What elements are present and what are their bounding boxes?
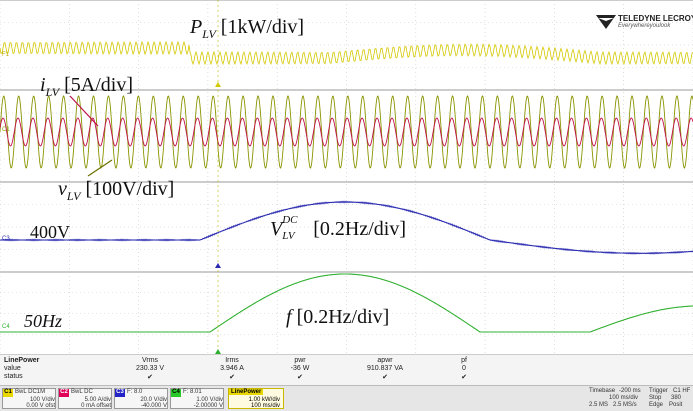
voltage-trace	[0, 95, 693, 169]
check-icon: ✔	[297, 374, 303, 381]
channel-marker-c3: C3	[2, 236, 10, 242]
oscilloscope-display: F1 C1 C3 C4 PLV [1kW/div] iLV [5A/div] vLV …	[0, 0, 693, 355]
lecroy-logo-icon	[596, 15, 616, 29]
ilv-label: iLV [5A/div]	[40, 74, 134, 99]
frequency-trace	[0, 273, 693, 333]
check-icon: ✔	[382, 374, 388, 381]
vlv-leader-line	[87, 159, 113, 177]
teledyne-lecroy-logo: TELEDYNE LECROY Everywhereyoulook	[596, 12, 693, 38]
plv-label: PLV [1kW/div]	[190, 16, 305, 41]
check-icon: ✔	[229, 374, 235, 381]
channel-bar: C1 BwL DC1M 100 V/div 0.00 V ofst C2 BwL…	[0, 385, 693, 411]
grid	[0, 0, 693, 355]
ilv-leader-line	[69, 95, 99, 127]
channel-c3-box[interactable]: C3 F: 8.0 20.0 V/div -40.000 V	[114, 388, 168, 409]
f-label: f [0.2Hz/div]	[286, 306, 390, 328]
channel-c1-box[interactable]: C1 BwL DC1M 100 V/div 0.00 V ofst	[2, 388, 56, 409]
timebase-trigger-box[interactable]: Timebase -200 ms Trigger C1 HF 100 ms/di…	[589, 388, 691, 408]
waveform-plot: F1 C1 C3 C4	[0, 0, 693, 355]
linepower-math-box[interactable]: LinePower 1.00 kW/div 100 ms/div	[228, 388, 284, 409]
vlv-label: vLV [100V/div]	[58, 178, 175, 203]
channel-marker-f1: F1	[2, 52, 10, 58]
vdc-left-label: 400V	[30, 222, 70, 242]
channel-marker-c1: C1	[2, 127, 10, 133]
traces	[0, 40, 693, 333]
brand-name: TELEDYNE LECROY	[618, 14, 693, 23]
measurement-table: LinePower value status Vrms 230.33 V ✔ I…	[0, 355, 693, 385]
measurement-title: LinePower	[4, 357, 40, 364]
current-trace	[0, 117, 693, 147]
trigger-arrow-green	[215, 349, 221, 354]
trigger-arrow-blue	[215, 263, 221, 268]
brand-tagline: Everywhereyoulook	[618, 23, 671, 29]
check-icon: ✔	[461, 374, 467, 381]
row-label-status: status	[4, 373, 23, 380]
channel-c4-box[interactable]: C4 F: 8.01 1.00 V/div -2.00000 V	[170, 388, 224, 409]
channel-c2-box[interactable]: C2 BwL DC 5.00 A/div 0 mA offset	[58, 388, 112, 409]
row-label-value: value	[4, 365, 21, 372]
channel-markers: F1 C1 C3 C4	[2, 0, 221, 355]
f-left-label: 50Hz	[24, 311, 63, 331]
check-icon: ✔	[147, 374, 153, 381]
channel-marker-c4: C4	[2, 324, 10, 330]
trigger-arrow-yellow	[215, 82, 221, 87]
vdc-trace	[0, 200, 693, 255]
power-trace	[0, 40, 693, 66]
vdc-label: V DC LV [0.2Hz/div]	[270, 214, 406, 243]
